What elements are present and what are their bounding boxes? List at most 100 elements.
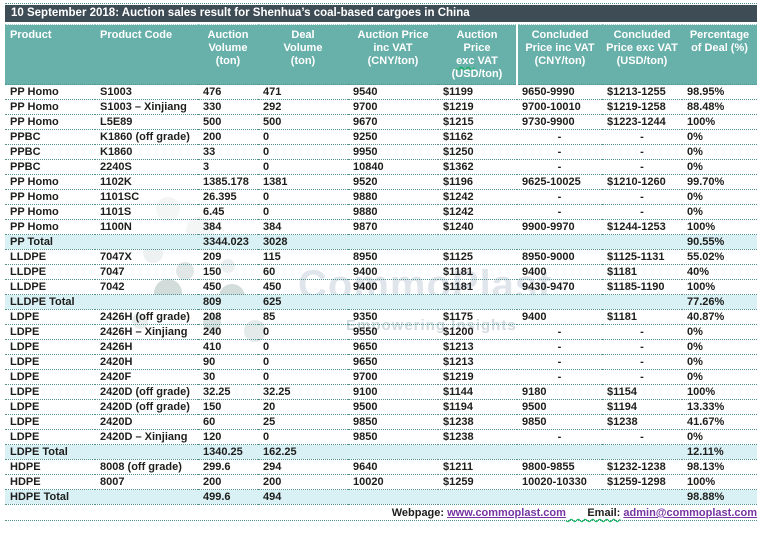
cell-product-code: 2426H (off grade) [95,309,198,325]
cell-auction-volume: 3344.023 [198,234,258,250]
cell-deal-volume: 25 [258,414,348,430]
col-header-auction-volume: Auction Volume (ton) [198,24,258,85]
cell-product-code: 2426H [95,339,198,355]
cell-auction-price-exc-vat: $1213 [438,339,517,355]
cell-auction-price-exc-vat: $1175 [438,309,517,325]
cell-product-code: 1101S [95,204,198,220]
cell-product-code: L5E89 [95,114,198,130]
spellcheck-gap [566,507,587,519]
cell-product-code: 8007 [95,474,198,490]
table-row: LDPE 2426H (off grade) 208 85 9350 $1175… [5,309,757,325]
cell-auction-volume: 32.25 [198,384,258,400]
cell-auction-price-inc-vat: 9520 [348,174,438,190]
cell-auction-price-inc-vat: 9650 [348,339,438,355]
cell-concluded-price-exc-vat [602,234,682,250]
cell-concluded-price-inc-vat: - [517,144,602,160]
cell-auction-volume: 1340.25 [198,444,258,460]
cell-percentage-of-deal: 99.70% [682,174,757,190]
cell-auction-volume: 299.6 [198,459,258,475]
cell-product-code [95,489,198,505]
cell-product: LLDPE Total [5,294,95,310]
cell-concluded-price-exc-vat [602,444,682,460]
cell-concluded-price-inc-vat: - [517,129,602,145]
cell-percentage-of-deal: 100% [682,114,757,130]
cell-deal-volume: 0 [258,369,348,385]
table-row: HDPE 8008 (off grade) 299.6 294 9640 $12… [5,459,757,475]
cell-concluded-price-exc-vat: $1181 [602,264,682,280]
table-row: HDPE Total 499.6 494 98.88% [5,489,757,505]
table-row: LDPE 2420H 90 0 9650 $1213 - - 0% [5,354,757,370]
cell-percentage-of-deal: 0% [682,129,757,145]
col-header-deal-volume: Deal Volume (ton) [258,24,348,85]
cell-auction-price-inc-vat: 9350 [348,309,438,325]
cell-auction-volume: 410 [198,339,258,355]
cell-percentage-of-deal: 40.87% [682,309,757,325]
cell-auction-price-exc-vat: $1259 [438,474,517,490]
col-header-product-code: Product Code [95,24,198,85]
cell-concluded-price-inc-vat: 9180 [517,384,602,400]
cell-product-code: 7042 [95,279,198,295]
table-row: PP Total 3344.023 3028 90.55% [5,234,757,250]
email-link[interactable]: admin@commoplast.com [623,507,757,519]
col-header-percentage-of-deal: Percentage of Deal (%) [682,24,757,85]
cell-deal-volume: 20 [258,399,348,415]
cell-product: LDPE [5,324,95,340]
table-row: LDPE Total 1340.25 162.25 12.11% [5,444,757,460]
cell-auction-price-exc-vat: $1242 [438,189,517,205]
table-row: LLDPE Total 809 625 77.26% [5,294,757,310]
cell-product: LDPE [5,309,95,325]
cell-product-code: 2420D [95,414,198,430]
title-bar: 10 September 2018: Auction sales result … [5,5,757,22]
cell-concluded-price-exc-vat: - [602,324,682,340]
cell-deal-volume: 494 [258,489,348,505]
cell-product: PPBC [5,144,95,160]
cell-product-code: 2420F [95,369,198,385]
col-header-concluded-price-exc-vat: Concluded Price exc VAT (USD/ton) [602,24,682,85]
cell-concluded-price-inc-vat: 9625-10025 [517,174,602,190]
cell-product-code: 2420H [95,354,198,370]
cell-product: PP Homo [5,219,95,235]
auction-results-table: Product Product Code Auction Volume (ton… [5,24,757,505]
cell-auction-price-inc-vat: 9850 [348,414,438,430]
cell-auction-price-inc-vat: 9650 [348,354,438,370]
cell-auction-price-inc-vat: 9700 [348,99,438,115]
table-row: PPBC K1860 (off grade) 200 0 9250 $1162 … [5,129,757,145]
cell-auction-price-inc-vat: 9540 [348,84,438,100]
table-row: LLDPE 7047X 209 115 8950 $1125 8950-9000… [5,249,757,265]
cell-deal-volume: 292 [258,99,348,115]
cell-auction-volume: 150 [198,399,258,415]
cell-auction-price-exc-vat: $1215 [438,114,517,130]
table-row: LDPE 2420D (off grade) 150 20 9500 $1194… [5,399,757,415]
cell-deal-volume: 200 [258,474,348,490]
cell-auction-price-inc-vat: 9700 [348,369,438,385]
cell-product: PPBC [5,129,95,145]
cell-auction-volume: 3 [198,159,258,175]
table-row: PP Homo S1003 476 471 9540 $1199 9650-99… [5,84,757,100]
cell-auction-volume: 33 [198,144,258,160]
cell-product: PP Homo [5,204,95,220]
cell-percentage-of-deal: 90.55% [682,234,757,250]
cell-percentage-of-deal: 40% [682,264,757,280]
cell-concluded-price-exc-vat: $1210-1260 [602,174,682,190]
cell-concluded-price-exc-vat: - [602,429,682,445]
cell-percentage-of-deal: 0% [682,159,757,175]
cell-auction-volume: 30 [198,369,258,385]
cell-concluded-price-inc-vat [517,444,602,460]
cell-auction-price-exc-vat: $1213 [438,354,517,370]
table-row: LDPE 2420D (off grade) 32.25 32.25 9100 … [5,384,757,400]
cell-product: HDPE Total [5,489,95,505]
cell-concluded-price-inc-vat: 10020-10330 [517,474,602,490]
cell-deal-volume: 60 [258,264,348,280]
cell-auction-volume: 200 [198,474,258,490]
cell-product-code: K1860 [95,144,198,160]
table-row: LDPE 2420F 30 0 9700 $1219 - - 0% [5,369,757,385]
cell-percentage-of-deal: 0% [682,144,757,160]
cell-concluded-price-inc-vat: - [517,369,602,385]
cell-concluded-price-inc-vat: 9430-9470 [517,279,602,295]
cell-concluded-price-inc-vat: - [517,204,602,220]
header-line: Auction [456,29,498,41]
webpage-link[interactable]: www.commoplast.com [447,507,566,519]
header-line: VAT [474,55,498,67]
cell-concluded-price-exc-vat: - [602,129,682,145]
cell-percentage-of-deal: 0% [682,354,757,370]
